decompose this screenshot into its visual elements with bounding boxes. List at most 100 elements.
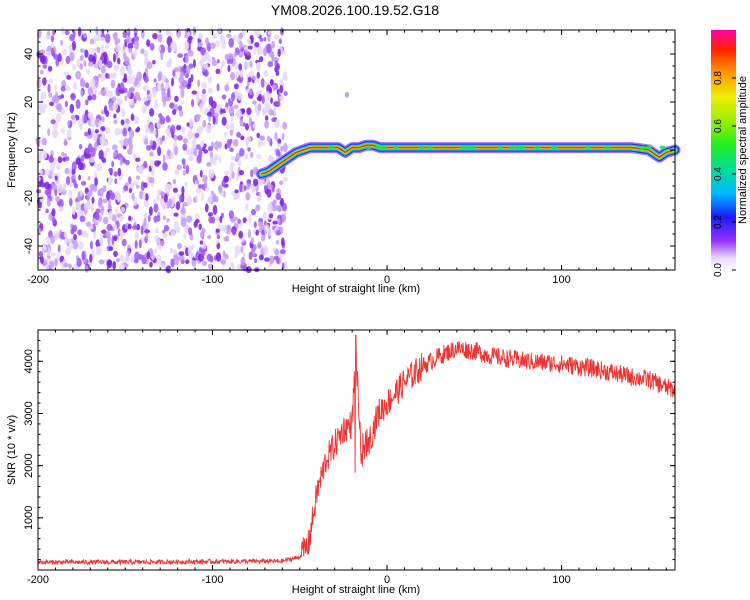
noise-blob bbox=[112, 151, 117, 157]
noise-blob bbox=[260, 234, 266, 242]
noise-blob bbox=[154, 99, 158, 110]
noise-blob bbox=[112, 102, 119, 111]
noise-blob bbox=[134, 40, 139, 50]
noise-blob bbox=[143, 212, 149, 219]
noise-blob bbox=[249, 90, 253, 96]
noise-blob bbox=[84, 265, 89, 273]
noise-blob bbox=[173, 212, 179, 217]
noise-blob bbox=[201, 227, 206, 234]
noise-blob bbox=[157, 146, 162, 157]
noise-blob bbox=[223, 224, 227, 234]
noise-blob bbox=[195, 219, 200, 224]
noise-blob bbox=[126, 36, 132, 44]
x-tick-label: 0 bbox=[384, 574, 390, 586]
noise-blob bbox=[102, 185, 107, 193]
noise-blob bbox=[95, 208, 101, 214]
noise-blob bbox=[177, 242, 183, 250]
noise-blob bbox=[182, 138, 189, 144]
noise-blob bbox=[173, 248, 177, 256]
noise-blob bbox=[71, 161, 77, 171]
noise-blob bbox=[156, 28, 163, 34]
noise-blob bbox=[283, 71, 287, 79]
noise-blob bbox=[206, 111, 212, 117]
noise-blob bbox=[188, 118, 194, 127]
noise-blob bbox=[123, 185, 129, 192]
noise-blob bbox=[119, 66, 125, 76]
noise-blob bbox=[200, 47, 206, 56]
noise-blob bbox=[78, 174, 81, 181]
noise-blob bbox=[257, 241, 262, 250]
noise-blob bbox=[39, 194, 45, 203]
noise-blob bbox=[117, 128, 123, 135]
noise-blob bbox=[88, 188, 93, 197]
noise-blob bbox=[233, 52, 237, 58]
noise-blob bbox=[238, 170, 245, 176]
noise-blob bbox=[95, 36, 101, 42]
noise-blob bbox=[135, 175, 141, 180]
noise-blob bbox=[258, 56, 264, 63]
noise-blob bbox=[87, 111, 94, 120]
noise-blob bbox=[116, 97, 121, 103]
y-tick-label: -40 bbox=[23, 238, 35, 254]
noise-blob bbox=[253, 178, 259, 187]
noise-blob bbox=[129, 188, 132, 194]
noise-blob bbox=[232, 34, 237, 41]
noise-blob bbox=[206, 162, 212, 167]
x-tick-label: 100 bbox=[552, 274, 570, 286]
noise-blob bbox=[160, 240, 165, 246]
noise-blob bbox=[110, 79, 116, 89]
noise-blob bbox=[115, 52, 119, 59]
noise-blob bbox=[91, 196, 95, 204]
noise-blob bbox=[97, 198, 103, 208]
noise-blob bbox=[186, 148, 192, 155]
noise-blob bbox=[38, 250, 44, 258]
noise-blob bbox=[234, 189, 239, 194]
noise-blob bbox=[44, 181, 50, 190]
noise-blob bbox=[267, 35, 271, 43]
noise-blob bbox=[247, 45, 253, 50]
noise-blob bbox=[236, 109, 243, 119]
noise-blob bbox=[67, 120, 71, 126]
noise-blob bbox=[228, 210, 234, 220]
noise-blob bbox=[87, 128, 92, 136]
noise-blob bbox=[44, 169, 51, 176]
noise-blob bbox=[183, 79, 188, 87]
noise-blob bbox=[178, 109, 184, 117]
noise-blob bbox=[209, 151, 214, 158]
noise-blob bbox=[156, 160, 162, 165]
noise-blob bbox=[70, 114, 76, 120]
noise-blob bbox=[165, 84, 169, 92]
noise-blob bbox=[73, 233, 77, 241]
noise-blob bbox=[86, 192, 90, 202]
spectral-ridge bbox=[255, 139, 681, 180]
noise-blob bbox=[180, 71, 184, 78]
spectrogram-plot-area bbox=[35, 26, 681, 274]
noise-blob bbox=[181, 158, 185, 165]
noise-blob bbox=[48, 92, 53, 98]
noise-blob bbox=[196, 91, 200, 102]
noise-blob bbox=[127, 244, 131, 249]
noise-blob bbox=[129, 100, 134, 106]
noise-blob bbox=[201, 248, 206, 256]
noise-blob bbox=[79, 215, 86, 223]
colorbar-label: Normalized spectral amplitude bbox=[737, 76, 749, 224]
noise-blob bbox=[53, 84, 58, 91]
ridge-spot bbox=[393, 145, 399, 150]
noise-blob bbox=[177, 135, 183, 141]
noise-blob bbox=[112, 260, 117, 270]
noise-blob bbox=[253, 221, 257, 228]
noise-blob bbox=[228, 105, 235, 115]
noise-blob bbox=[224, 170, 230, 176]
noise-blob bbox=[234, 245, 241, 255]
colorbar: 0.0 0.2 0.4 0.6 0.8 Normalized spectral ampl… bbox=[711, 30, 749, 277]
noise-blob bbox=[258, 93, 263, 102]
noise-blob bbox=[135, 157, 141, 162]
noise-blob bbox=[253, 46, 257, 55]
noise-blob bbox=[145, 124, 149, 134]
noise-blob bbox=[144, 49, 149, 60]
noise-blob bbox=[56, 112, 61, 123]
noise-blob bbox=[149, 43, 155, 51]
noise-blob bbox=[237, 218, 241, 224]
